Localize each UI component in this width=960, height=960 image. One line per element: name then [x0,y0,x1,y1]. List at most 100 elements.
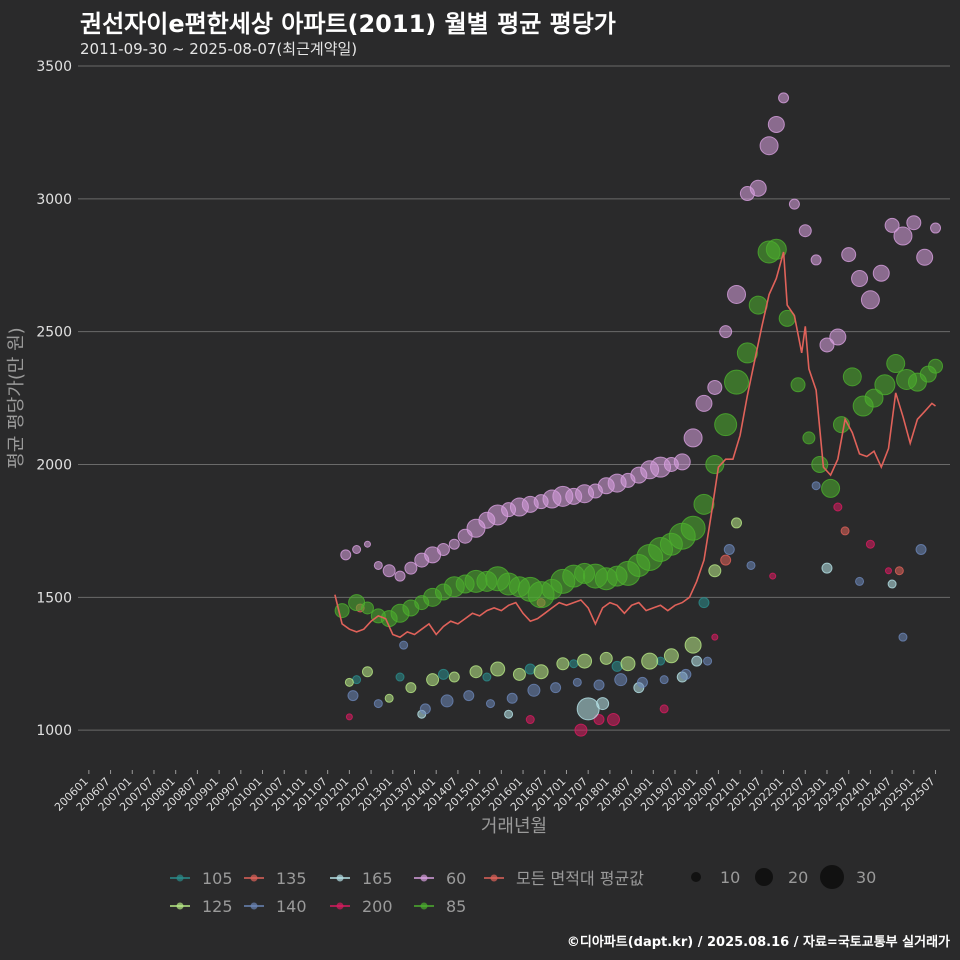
data-point-165 [887,579,897,589]
data-point-85 [802,431,816,445]
data-point-140 [506,692,518,704]
legend-item-140: 140 [244,897,307,916]
data-point-135 [840,526,850,536]
legend-dot [250,874,258,882]
legend-item-모든 면적대 평균값: 모든 면적대 평균값 [484,869,644,888]
data-point-60 [404,561,418,575]
legend-size-30: 30 [820,865,876,889]
legend-label: 85 [446,897,466,916]
data-point-200 [345,713,353,721]
data-point-60 [906,215,922,231]
y-tick-label: 1500 [36,590,72,606]
data-point-125 [344,677,354,687]
chart-title: 권선자이e편한세상 아파트(2011) 월별 평균 평당가 [80,10,616,38]
legend-label: 125 [202,897,233,916]
data-point-60 [860,290,880,310]
data-point-105 [698,597,710,609]
legend-label: 60 [446,869,466,888]
data-point-200 [865,539,875,549]
data-point-165 [504,709,514,719]
data-point-135 [720,554,732,566]
data-point-125 [384,693,394,703]
legend-size-10: 10 [691,868,740,887]
legend-dot [490,874,498,882]
data-point-140 [463,690,475,702]
legend-item-85: 85 [414,897,466,916]
legend-size-label: 10 [720,868,740,887]
legend-size-circle [755,868,773,886]
data-point-85 [842,367,862,387]
data-point-200 [574,723,588,737]
legend-label: 모든 면적대 평균값 [516,869,644,888]
data-point-85 [765,238,787,260]
data-point-85 [680,515,706,541]
data-point-60 [893,226,913,246]
data-point-60 [749,179,767,197]
grid-layer [78,65,950,731]
data-point-105 [395,672,405,682]
y-tick-label: 3500 [36,59,72,75]
data-point-125 [684,636,702,654]
data-point-60 [851,270,869,288]
legend-label: 200 [362,897,393,916]
data-point-60 [382,564,396,578]
data-point-140 [485,699,495,709]
data-point-105 [482,672,492,682]
data-point-60 [759,136,779,156]
data-point-140 [703,656,713,666]
legend-dot [420,902,428,910]
data-point-200 [769,572,777,580]
data-point-60 [719,325,733,339]
data-point-140 [572,677,582,687]
data-point-140 [550,682,562,694]
legend-size-label: 30 [856,868,876,887]
data-point-140 [811,481,821,491]
points-layer [334,92,944,737]
data-point-85 [790,377,806,393]
data-point-85 [736,342,758,364]
data-point-125 [405,682,417,694]
legend-size-circle [691,872,701,882]
legend-dot [176,874,184,882]
data-point-85 [724,369,750,395]
data-point-85 [693,493,715,515]
average-line [334,251,936,639]
data-point-125 [426,673,440,687]
data-point-60 [778,92,790,104]
legend-size-circle [820,865,844,889]
legend-dot [336,902,344,910]
data-point-140 [659,675,669,685]
data-point-60 [810,254,822,266]
data-point-105 [569,659,579,669]
data-point-60 [695,394,713,412]
data-point-165 [691,655,703,667]
legend-size-label: 20 [788,868,808,887]
footer-credit: ©디아파트(dapt.kr) / 2025.08.16 / 자료=국토교통부 실… [566,935,950,950]
legend: 105 135 165 60 모든 면적대 평균값 125 140 200 85 10 20 30 [170,865,876,916]
data-point-125 [620,656,636,672]
data-point-60 [841,247,857,263]
data-point-140 [723,544,735,556]
data-point-140 [419,703,431,715]
data-point-140 [347,690,359,702]
y-tick-label: 3000 [36,192,72,208]
legend-item-60: 60 [414,869,466,888]
data-point-85 [874,374,896,396]
legend-item-165: 165 [330,869,393,888]
data-point-200 [659,704,669,714]
data-point-60 [798,224,812,238]
data-point-60 [673,453,691,471]
legend-dot [250,902,258,910]
data-point-125 [469,665,483,679]
y-axis-label: 평균 평당가(만 원) [6,327,27,468]
data-point-200 [833,502,843,512]
data-point-140 [440,694,454,708]
data-point-125 [641,652,659,670]
data-point-60 [448,538,460,550]
legend-label: 165 [362,869,393,888]
data-point-140 [636,676,648,688]
data-point-85 [886,354,906,374]
y-tick-label: 2000 [36,457,72,473]
data-point-140 [527,683,541,697]
chart-subtitle: 2011-09-30 ~ 2025-08-07(최근계약일) [80,40,358,58]
